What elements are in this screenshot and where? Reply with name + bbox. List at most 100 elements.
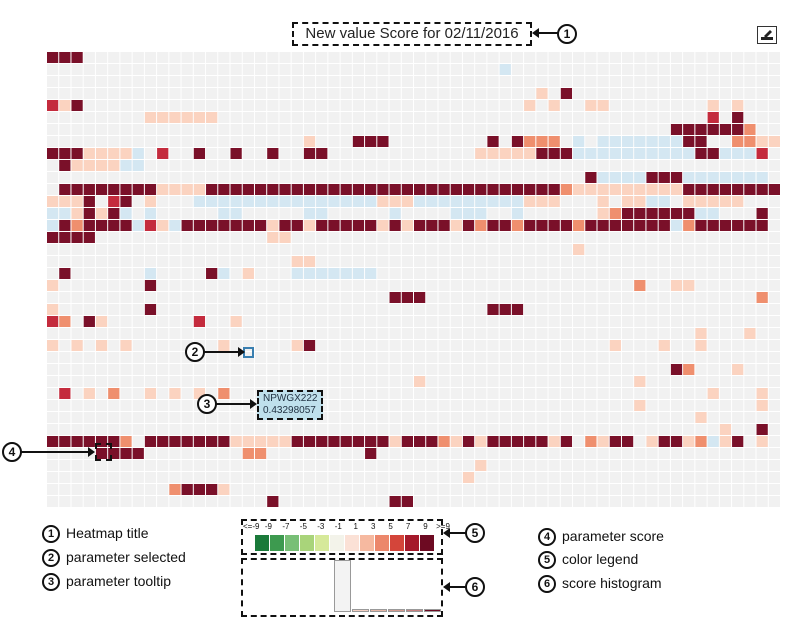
heatmap-cell[interactable]	[462, 184, 475, 195]
heatmap-cell[interactable]	[670, 436, 683, 447]
heatmap-cell[interactable]	[340, 196, 352, 207]
heatmap-cell[interactable]	[218, 388, 230, 399]
heatmap-cell[interactable]	[169, 184, 181, 195]
heatmap-cell[interactable]	[132, 448, 144, 459]
heatmap-cell[interactable]	[475, 436, 487, 447]
heatmap-cell[interactable]	[144, 436, 157, 447]
heatmap-cell[interactable]	[707, 148, 719, 159]
heatmap-cell[interactable]	[524, 184, 536, 195]
heatmap-cell[interactable]	[120, 340, 132, 351]
heatmap-cell[interactable]	[744, 148, 756, 159]
heatmap-cell[interactable]	[487, 184, 499, 195]
heatmap-cell[interactable]	[279, 220, 291, 231]
heatmap-cell[interactable]	[536, 88, 548, 99]
heatmap-cell[interactable]	[365, 436, 377, 447]
heatmap-cell[interactable]	[487, 196, 499, 207]
heatmap-cell[interactable]	[573, 184, 585, 195]
heatmap-cell[interactable]	[377, 436, 389, 447]
heatmap-cell[interactable]	[169, 112, 181, 123]
heatmap-cell[interactable]	[47, 436, 59, 447]
heatmap-cell[interactable]	[71, 196, 83, 207]
heatmap-cell[interactable]	[267, 220, 279, 231]
heatmap-cell[interactable]	[487, 436, 499, 447]
heatmap-cell[interactable]	[548, 196, 560, 207]
heatmap-cell[interactable]	[218, 340, 230, 351]
heatmap-cell[interactable]	[71, 220, 83, 231]
heatmap-cell[interactable]	[744, 172, 756, 183]
heatmap-cell[interactable]	[83, 160, 95, 171]
heatmap-cell[interactable]	[389, 496, 401, 507]
heatmap-cell[interactable]	[401, 196, 413, 207]
heatmap-cell[interactable]	[303, 268, 316, 279]
heatmap-cell[interactable]	[352, 184, 365, 195]
heatmap-cell[interactable]	[144, 280, 157, 291]
heatmap-cell[interactable]	[71, 184, 83, 195]
heatmap-cell[interactable]	[658, 340, 670, 351]
heatmap-cell[interactable]	[316, 184, 328, 195]
heatmap-cell[interactable]	[683, 148, 695, 159]
heatmap-cell[interactable]	[475, 208, 487, 219]
heatmap-cell[interactable]	[695, 196, 707, 207]
heatmap-cell[interactable]	[756, 388, 768, 399]
heatmap-cell[interactable]	[193, 484, 206, 495]
heatmap-cell[interactable]	[670, 172, 683, 183]
heatmap-cell[interactable]	[499, 184, 511, 195]
heatmap-cell[interactable]	[47, 208, 59, 219]
heatmap-cell[interactable]	[59, 148, 71, 159]
heatmap-cell[interactable]	[573, 220, 585, 231]
heatmap-cell[interactable]	[169, 484, 181, 495]
heatmap-cell[interactable]	[524, 148, 536, 159]
heatmap-cell[interactable]	[279, 196, 291, 207]
heatmap-cell[interactable]	[511, 220, 524, 231]
heatmap-cell[interactable]	[83, 220, 95, 231]
heatmap-cell[interactable]	[744, 124, 756, 135]
heatmap-cell[interactable]	[438, 196, 450, 207]
heatmap-cell[interactable]	[95, 448, 108, 459]
heatmap-cell[interactable]	[193, 184, 206, 195]
heatmap-cell[interactable]	[719, 172, 732, 183]
heatmap-cell[interactable]	[401, 184, 413, 195]
heatmap-cell[interactable]	[59, 268, 71, 279]
heatmap-cell[interactable]	[95, 184, 108, 195]
heatmap-cell[interactable]	[609, 436, 621, 447]
heatmap-cell[interactable]	[560, 184, 573, 195]
heatmap-cell[interactable]	[108, 220, 120, 231]
heatmap-cell[interactable]	[499, 64, 511, 75]
heatmap-cell[interactable]	[47, 100, 59, 111]
heatmap-cell[interactable]	[193, 436, 206, 447]
heatmap-cell[interactable]	[621, 172, 634, 183]
heatmap-cell[interactable]	[291, 196, 303, 207]
heatmap-cell[interactable]	[267, 184, 279, 195]
heatmap-cell[interactable]	[242, 268, 254, 279]
heatmap-cell[interactable]	[634, 400, 646, 411]
heatmap-cell[interactable]	[389, 292, 401, 303]
heatmap-cell[interactable]	[218, 268, 230, 279]
heatmap-cell[interactable]	[707, 388, 719, 399]
heatmap-cell[interactable]	[59, 220, 71, 231]
heatmap-cell[interactable]	[230, 184, 242, 195]
heatmap-cell[interactable]	[646, 148, 658, 159]
heatmap-cell[interactable]	[621, 436, 634, 447]
heatmap-cell[interactable]	[634, 184, 646, 195]
heatmap-cell[interactable]	[621, 220, 634, 231]
heatmap-cell[interactable]	[450, 220, 462, 231]
heatmap-cell[interactable]	[695, 124, 707, 135]
heatmap-cell[interactable]	[585, 184, 597, 195]
heatmap-cell[interactable]	[768, 184, 780, 195]
heatmap-cell[interactable]	[585, 436, 597, 447]
heatmap-cell[interactable]	[524, 220, 536, 231]
heatmap-cell[interactable]	[609, 340, 621, 351]
heatmap-cell[interactable]	[732, 148, 744, 159]
heatmap-cell[interactable]	[609, 208, 621, 219]
heatmap-cell[interactable]	[365, 220, 377, 231]
heatmap-cell[interactable]	[585, 148, 597, 159]
heatmap-cell[interactable]	[303, 340, 316, 351]
heatmap-cell[interactable]	[71, 160, 83, 171]
heatmap-cell[interactable]	[756, 208, 768, 219]
heatmap-cell[interactable]	[230, 316, 242, 327]
heatmap-cell[interactable]	[340, 184, 352, 195]
heatmap-cell[interactable]	[585, 172, 597, 183]
heatmap-cell[interactable]	[340, 220, 352, 231]
heatmap-cell[interactable]	[59, 436, 71, 447]
heatmap-cell[interactable]	[646, 136, 658, 147]
